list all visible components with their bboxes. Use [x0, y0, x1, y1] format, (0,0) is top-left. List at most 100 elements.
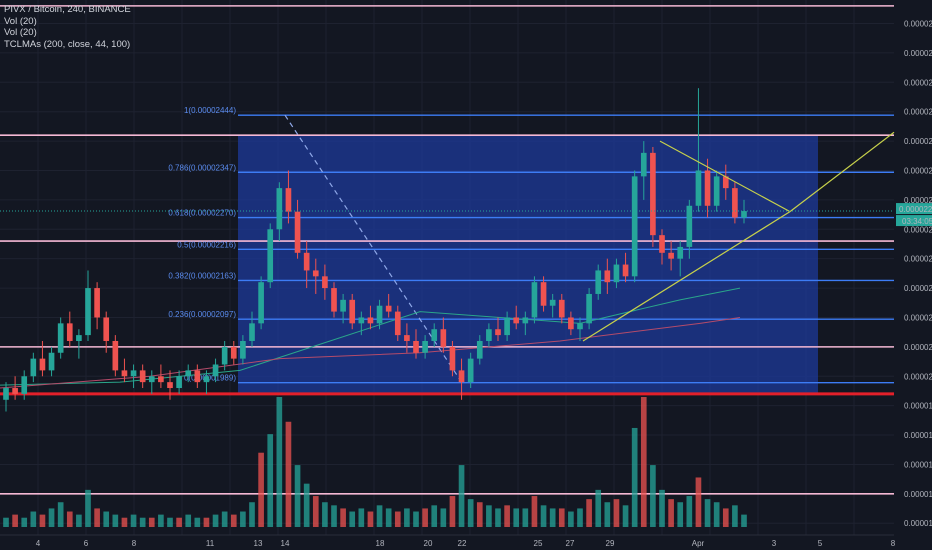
candle-body	[695, 170, 702, 206]
candle-body	[704, 170, 711, 206]
volume-bar	[185, 514, 192, 527]
candle-body	[422, 340, 428, 353]
candle-body	[176, 376, 182, 389]
volume-bar	[30, 511, 37, 527]
candle-body	[249, 323, 255, 341]
candle-body	[212, 364, 219, 377]
candle-body	[285, 188, 292, 212]
volume-bar	[76, 514, 82, 527]
candle-body	[139, 370, 146, 383]
volume-bar	[549, 508, 556, 527]
candle-body	[240, 340, 246, 359]
candle-body	[467, 358, 474, 383]
volume-bar	[230, 514, 237, 527]
volume-bar	[258, 452, 264, 527]
volume-bar	[303, 483, 310, 527]
volume-bar	[586, 499, 592, 527]
time-tick-label: 4	[36, 539, 41, 548]
volume-bar	[267, 434, 274, 527]
symbol-title: PIVX / Bitcoin, 240, BINANCE	[4, 4, 131, 15]
candle-body	[513, 317, 520, 324]
candle-body	[39, 358, 46, 371]
volume-bar	[531, 496, 538, 527]
volume-bar	[94, 508, 100, 527]
candle-body	[394, 311, 401, 336]
candle-body	[258, 282, 264, 324]
price-tick-label: 0.00001850	[904, 460, 932, 469]
volume-bar	[48, 508, 55, 527]
volume-bar	[340, 508, 346, 527]
candle-body	[440, 329, 447, 347]
candle-body	[558, 299, 565, 318]
price-tick-label: 0.00001750	[904, 519, 932, 528]
volume-bar	[659, 489, 665, 527]
fib-level-label: 1(0.00002444)	[184, 106, 236, 115]
volume-bar	[449, 496, 456, 527]
candle-body	[85, 288, 91, 336]
countdown-tag	[896, 215, 932, 227]
falling-trendline	[659, 140, 791, 213]
chart-legend: PIVX / Bitcoin, 240, BINANCE Vol (20) Vo…	[4, 4, 131, 50]
candle-body	[577, 323, 583, 330]
candle-body	[3, 388, 9, 400]
indicator-tclmas: TCLMAs (200, close, 44, 100)	[4, 38, 131, 50]
volume-bar	[513, 508, 520, 527]
candle-body	[294, 211, 301, 253]
rising-trendline-ext	[789, 131, 895, 213]
countdown-label: 03:34:05	[902, 217, 932, 226]
volume-bar	[103, 511, 110, 527]
volume-bar	[704, 499, 711, 527]
volume-bar	[57, 502, 64, 527]
volume-bar	[486, 505, 492, 527]
volume-bar	[285, 421, 292, 527]
candle-body	[640, 152, 647, 177]
volume-bar	[203, 517, 210, 527]
time-tick-label: 29	[606, 539, 615, 548]
fib-level-label: 0(0.00001989)	[184, 374, 236, 383]
volume-bar	[558, 508, 565, 527]
volume-bar	[650, 465, 656, 527]
candle-body	[650, 152, 656, 236]
volume-bar	[358, 508, 365, 527]
price-tick-label: 0.00002000	[904, 372, 932, 381]
candle-body	[476, 340, 483, 359]
volume-bar	[249, 502, 255, 527]
rising-trendline	[582, 211, 791, 342]
volume-bar	[540, 505, 547, 527]
candle-body	[48, 352, 55, 371]
candle-body	[121, 370, 128, 377]
volume-bar	[440, 508, 447, 527]
price-tick-label: 0.00002400	[904, 137, 932, 146]
candle-body	[221, 346, 228, 365]
current-price-tag	[896, 203, 932, 215]
candle-body	[404, 335, 410, 341]
candle-body	[303, 252, 310, 271]
volume-bar	[312, 496, 319, 527]
volume-bar	[376, 505, 383, 527]
candle-body	[148, 376, 155, 383]
candle-body	[504, 317, 510, 336]
volume-bar	[12, 514, 18, 527]
volume-bar	[294, 465, 301, 527]
volume-bar	[139, 517, 146, 527]
fib-level-label: 0.786(0.00002347)	[168, 163, 236, 172]
fib-level-label: 0.5(0.00002216)	[177, 240, 236, 249]
price-tick-label: 0.00002050	[904, 343, 932, 352]
candle-body	[486, 329, 492, 341]
candle-body	[276, 188, 283, 230]
volume-bar	[21, 517, 28, 527]
time-tick-label: 20	[424, 539, 433, 548]
volume-bar	[39, 514, 46, 527]
candle-body	[322, 276, 328, 289]
price-tick-label: 0.00002200	[904, 255, 932, 264]
volume-bar	[413, 511, 419, 527]
candle-body	[167, 382, 173, 389]
volume-bar	[668, 499, 674, 527]
volume-bar	[367, 511, 374, 527]
candle-body	[741, 211, 747, 218]
candle-body	[376, 305, 383, 324]
candle-body	[686, 205, 693, 247]
indicator-volume-2: Vol (20)	[4, 27, 37, 38]
candle-body	[21, 376, 28, 394]
